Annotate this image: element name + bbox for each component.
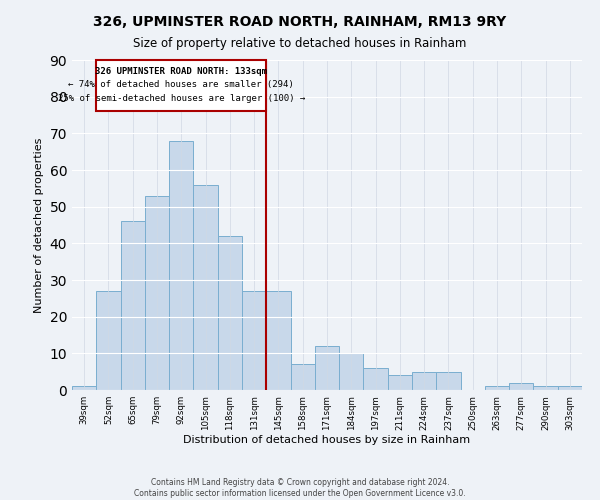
Bar [266,291,290,390]
Y-axis label: Number of detached properties: Number of detached properties [34,138,44,312]
Bar [509,382,533,390]
Bar [388,376,412,390]
Bar [218,236,242,390]
Bar [315,346,339,390]
FancyBboxPatch shape [96,60,266,112]
Bar [193,184,218,390]
Bar [412,372,436,390]
Bar [339,354,364,390]
Text: Contains HM Land Registry data © Crown copyright and database right 2024.
Contai: Contains HM Land Registry data © Crown c… [134,478,466,498]
X-axis label: Distribution of detached houses by size in Rainham: Distribution of detached houses by size … [184,436,470,446]
Text: Size of property relative to detached houses in Rainham: Size of property relative to detached ho… [133,38,467,51]
Bar [485,386,509,390]
Bar [558,386,582,390]
Bar [290,364,315,390]
Bar [436,372,461,390]
Bar [96,291,121,390]
Bar [121,222,145,390]
Bar [145,196,169,390]
Text: 326 UPMINSTER ROAD NORTH: 133sqm: 326 UPMINSTER ROAD NORTH: 133sqm [95,66,267,76]
Bar [242,291,266,390]
Text: 25% of semi-detached houses are larger (100) →: 25% of semi-detached houses are larger (… [58,94,305,102]
Bar [364,368,388,390]
Bar [533,386,558,390]
Bar [72,386,96,390]
Text: 326, UPMINSTER ROAD NORTH, RAINHAM, RM13 9RY: 326, UPMINSTER ROAD NORTH, RAINHAM, RM13… [94,15,506,29]
Text: ← 74% of detached houses are smaller (294): ← 74% of detached houses are smaller (29… [68,80,294,89]
Bar [169,140,193,390]
